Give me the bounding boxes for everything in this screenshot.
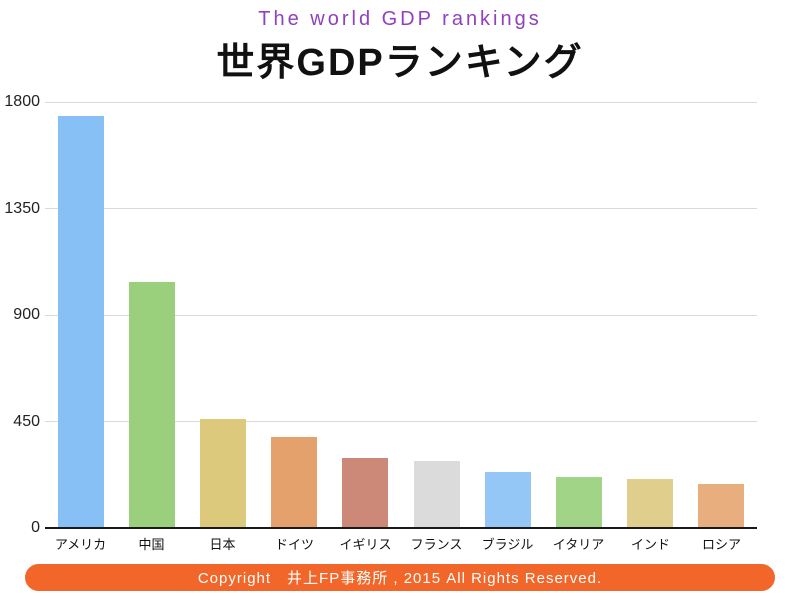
bar-ドイツ — [271, 437, 317, 528]
x-axis-label-ドイツ: ドイツ — [274, 537, 314, 552]
gridline-1350 — [45, 208, 757, 209]
gridline-900 — [45, 314, 757, 316]
copyright-banner: Copyright 井上FP事務所 , 2015 All Rights Rese… — [25, 564, 775, 591]
x-axis-label-イギリス: イギリス — [339, 537, 392, 552]
gridline-450 — [45, 421, 757, 422]
gridline-1800 — [45, 101, 757, 103]
y-axis-tick-label-1350: 1350 — [4, 199, 40, 217]
x-axis-label-インド: インド — [630, 537, 670, 552]
x-axis-label-ロシア: ロシア — [701, 537, 741, 552]
y-axis-tick-label-1800: 1800 — [4, 93, 40, 110]
bar-フランス — [414, 461, 460, 528]
x-axis-label-イタリア: イタリア — [552, 537, 605, 552]
bar-日本 — [200, 419, 246, 528]
y-axis-tick-label-0: 0 — [31, 519, 40, 536]
x-axis-label-ブラジル: ブラジル — [481, 537, 534, 552]
copyright-text: Copyright 井上FP事務所 , 2015 All Rights Rese… — [197, 570, 603, 587]
bar-ブラジル — [485, 472, 531, 528]
x-axis-line — [45, 527, 757, 529]
bar-イタリア — [556, 477, 602, 528]
y-axis-tick-label-450: 450 — [13, 412, 40, 430]
y-axis-tick-label-900: 900 — [13, 306, 40, 323]
bar-中国 — [129, 282, 175, 528]
chart-title-japanese: 世界GDPランキング — [216, 42, 584, 84]
bar-イギリス — [342, 458, 388, 528]
x-axis-label-フランス: フランス — [410, 537, 463, 552]
bar-アメリカ — [58, 116, 104, 528]
x-axis-label-中国: 中国 — [138, 537, 165, 552]
x-axis-label-アメリカ: アメリカ — [54, 537, 107, 552]
x-axis-label-日本: 日本 — [209, 537, 236, 552]
bar-インド — [627, 479, 673, 528]
bar-ロシア — [698, 484, 744, 528]
chart-subtitle-english: The world GDP rankings — [258, 8, 542, 30]
